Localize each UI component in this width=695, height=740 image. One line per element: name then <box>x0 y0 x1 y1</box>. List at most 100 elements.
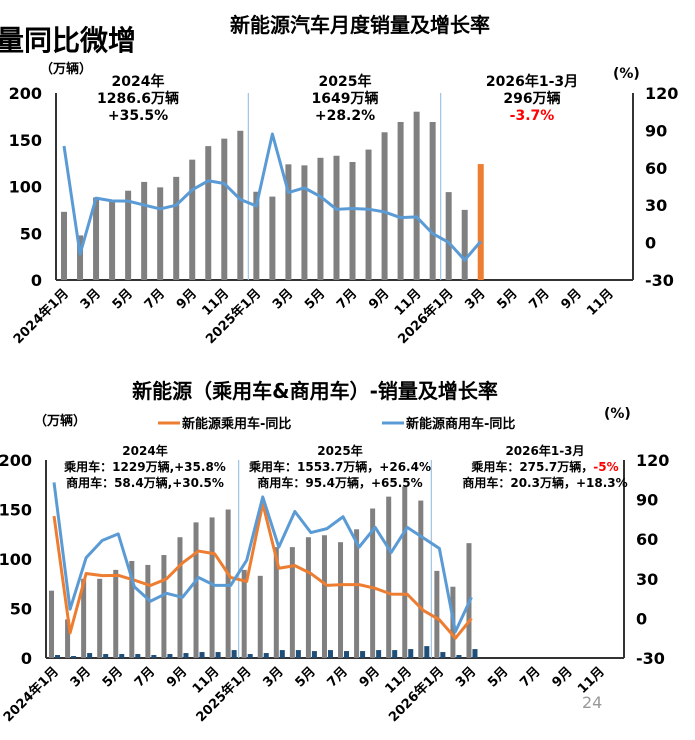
annotation-text: 商用车：58.4万辆,+30.5% <box>66 475 224 490</box>
passenger-sales-bar <box>242 570 247 658</box>
negative-value: -5% <box>593 460 618 474</box>
passenger-sales-bar <box>97 579 102 658</box>
x-tick-label: 5月 <box>100 664 126 690</box>
y-right-tick-label: 90 <box>636 491 658 510</box>
y-left-tick-label: 200 <box>0 451 32 470</box>
passenger-sales-bar <box>210 517 215 658</box>
sales-bar <box>398 122 404 280</box>
annotation-text: 商用车：95.4万辆，+65.5% <box>257 475 422 490</box>
annotation-text: 2024年 <box>122 443 167 458</box>
annotation-text: +28.2% <box>315 108 375 124</box>
commercial-sales-bar <box>55 655 60 658</box>
y-left-tick-label: 100 <box>0 550 32 569</box>
sales-bar <box>317 158 323 280</box>
annotation-text: 2025年 <box>319 73 372 90</box>
x-tick-label: 5月 <box>110 286 136 312</box>
commercial-sales-bar <box>280 650 285 658</box>
x-tick-label: 3月 <box>260 664 286 690</box>
sales-bar <box>205 146 211 280</box>
x-tick-label: 3月 <box>68 664 94 690</box>
passenger-sales-bar <box>306 537 311 658</box>
x-tick-label: 3月 <box>453 664 479 690</box>
x-tick-label: 9月 <box>174 286 200 312</box>
legend-label: 新能源商用车-同比 <box>406 416 515 432</box>
x-tick-label: 3月 <box>78 286 104 312</box>
passenger-sales-bar <box>226 510 231 659</box>
passenger-sales-bar <box>49 591 54 658</box>
passenger-sales-bar <box>161 555 166 658</box>
y-left-tick-label: 100 <box>9 178 42 197</box>
chart1-title: 新能源汽车月度销量及增长率 <box>230 13 490 37</box>
y-right-axis-label: (%) <box>604 406 631 422</box>
chart2-title: 新能源（乘用车&商用车）-销量及增长率 <box>132 379 498 403</box>
commercial-sales-bar <box>312 651 317 658</box>
passenger-sales-bar <box>402 487 407 658</box>
commercial-sales-bar <box>456 655 461 658</box>
y-left-tick-label: 150 <box>9 131 42 150</box>
y-right-tick-label: 30 <box>636 570 658 589</box>
x-tick-label: 5月 <box>302 286 328 312</box>
passenger-sales-bar <box>418 501 423 658</box>
commercial-sales-bar <box>440 652 445 658</box>
x-tick-label: 7月 <box>526 286 552 312</box>
y-right-tick-label: 0 <box>636 609 647 628</box>
y-right-tick-label: 90 <box>645 121 667 140</box>
passenger-sales-bar <box>434 571 439 658</box>
passenger-sales-bar <box>194 522 199 658</box>
x-tick-label: 9月 <box>366 286 392 312</box>
y-left-tick-label: 0 <box>31 271 42 290</box>
y-left-tick-label: 0 <box>21 649 32 668</box>
x-tick-label: 11月 <box>575 664 608 697</box>
y-right-tick-label: -30 <box>636 649 665 668</box>
annotation-text: 2024年 <box>112 73 165 90</box>
x-tick-label: 3月 <box>270 286 296 312</box>
commercial-sales-bar <box>248 654 253 658</box>
y-right-tick-label: 60 <box>636 530 658 549</box>
x-tick-label: 9月 <box>559 286 585 312</box>
sales-bar <box>333 156 339 280</box>
annotation-text: 1286.6万辆 <box>97 90 179 107</box>
commercial-sales-bar <box>232 650 237 658</box>
x-tick-label: 9月 <box>357 664 383 690</box>
annotation-text: +35.5% <box>108 108 168 124</box>
annotation-text: 2026年1-3月 <box>505 443 584 458</box>
x-tick-label: 2024年1月 <box>10 286 72 348</box>
commercial-sales-bar <box>296 650 301 658</box>
sales-bar <box>414 112 420 280</box>
commercial-sales-bar <box>472 649 477 658</box>
passenger-sales-bar <box>322 535 327 658</box>
x-tick-label: 2024年1月 <box>0 664 62 726</box>
x-tick-label: 5月 <box>293 664 319 690</box>
passenger-sales-bar <box>386 497 391 658</box>
y-right-axis-label: (%) <box>613 66 640 82</box>
commercial-sales-bar <box>167 654 172 658</box>
sales-bar <box>173 177 179 280</box>
annotation-text: 296万辆 <box>503 90 560 107</box>
commercial-sales-bar <box>360 651 365 658</box>
commercial-sales-bar <box>183 653 188 658</box>
passenger-sales-bar <box>258 576 263 658</box>
sales-bar <box>237 131 243 280</box>
passenger-sales-bar <box>338 542 343 658</box>
x-tick-label: 11月 <box>584 286 617 319</box>
commercial-sales-bar <box>264 653 269 658</box>
annotation-text: 2026年1-3月 <box>486 73 578 90</box>
commercial-sales-bar <box>103 654 108 658</box>
x-tick-label: 9月 <box>164 664 190 690</box>
commercial-sales-bar <box>328 650 333 658</box>
annotation-text: 乘用车：1553.7万辆，+26.4% <box>248 459 431 474</box>
sales-bar <box>446 192 452 280</box>
x-tick-label: 5月 <box>485 664 511 690</box>
sales-bar <box>382 132 388 280</box>
y-right-tick-label: 60 <box>645 159 667 178</box>
commercial-sales-bar <box>424 646 429 658</box>
commercial-sales-bar <box>135 654 140 658</box>
sales-bar <box>61 212 67 280</box>
y-left-tick-label: 50 <box>20 224 42 243</box>
commercial-sales-bar <box>344 651 349 658</box>
commercial-sales-bar <box>151 655 156 658</box>
sales-bar <box>478 164 484 280</box>
annotation-text: -3.7% <box>510 108 555 124</box>
